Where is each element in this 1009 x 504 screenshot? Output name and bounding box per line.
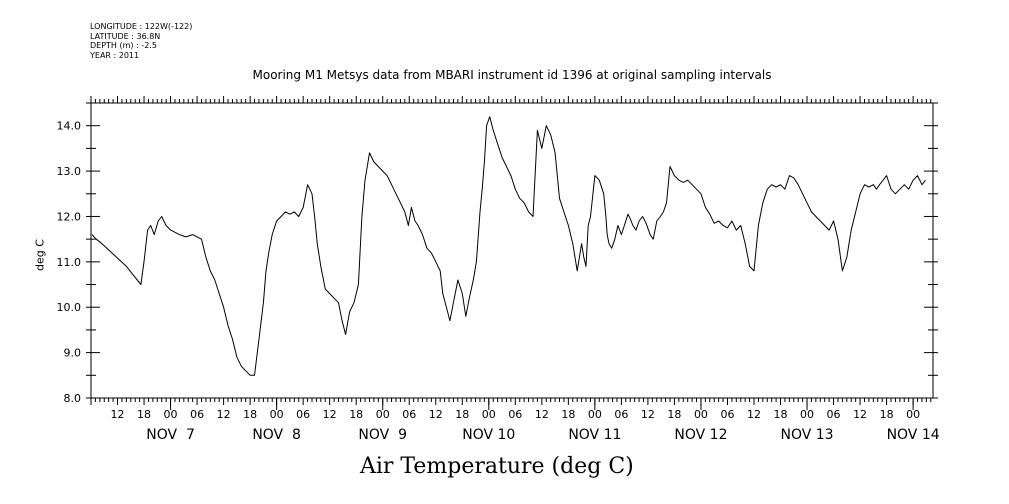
x-tick-label: 12	[429, 408, 443, 421]
x-day-label: NOV 12	[674, 427, 727, 443]
x-tick-label: 12	[747, 408, 761, 421]
x-day-label: NOV 11	[568, 427, 621, 443]
metadata-latitude: LATITUDE : 36.8N	[90, 31, 161, 41]
x-day-label: NOV 8	[252, 427, 301, 443]
x-tick-label: 12	[111, 408, 125, 421]
y-tick-label: 10.0	[57, 301, 82, 314]
x-tick-label: 00	[588, 408, 602, 421]
x-tick-label: 18	[774, 408, 788, 421]
x-tick-label: 06	[296, 408, 310, 421]
x-tick-label: 06	[190, 408, 204, 421]
x-tick-label: 18	[455, 408, 469, 421]
x-tick-label: 12	[535, 408, 549, 421]
y-tick-label: 9.0	[64, 347, 82, 360]
y-tick-label: 8.0	[64, 392, 82, 405]
x-tick-label: 00	[376, 408, 390, 421]
x-tick-label: 12	[641, 408, 655, 421]
x-tick-label: 18	[137, 408, 151, 421]
x-tick-label: 06	[827, 408, 841, 421]
x-tick-label: 06	[402, 408, 416, 421]
metadata-block: LONGITUDE : 122W(-122) LATITUDE : 36.8N …	[90, 22, 290, 60]
x-tick-label: 18	[880, 408, 894, 421]
x-tick-label: 06	[720, 408, 734, 421]
y-tick-label: 12.0	[57, 210, 82, 223]
metadata-depth: DEPTH (m) : -2.5	[90, 41, 157, 50]
y-tick-label: 14.0	[57, 120, 82, 133]
x-tick-label: 06	[508, 408, 522, 421]
y-tick-label: 13.0	[57, 165, 82, 178]
x-tick-label: 00	[694, 408, 708, 421]
x-tick-label: 12	[323, 408, 337, 421]
x-day-label: NOV 9	[358, 427, 407, 443]
x-tick-label: 00	[906, 408, 920, 421]
x-day-label: NOV 14	[887, 427, 940, 443]
x-tick-label: 12	[217, 408, 231, 421]
x-tick-label: 18	[243, 408, 257, 421]
x-tick-label: 18	[667, 408, 681, 421]
x-day-label: NOV 13	[780, 427, 833, 443]
metadata-year: YEAR : 2011	[90, 50, 140, 60]
x-tick-label: 18	[561, 408, 575, 421]
chart-title: Mooring M1 Metsys data from MBARI instru…	[252, 68, 772, 82]
plot-frame	[90, 102, 934, 399]
x-axis-title: Air Temperature (deg C)	[360, 454, 634, 479]
x-day-label: NOV 10	[462, 427, 515, 443]
x-day-label: NOV 7	[146, 427, 195, 443]
y-tick-label: 11.0	[57, 256, 82, 269]
x-tick-label: 00	[800, 408, 814, 421]
x-tick-label: 00	[164, 408, 178, 421]
x-tick-label: 00	[482, 408, 496, 421]
series-line-0	[91, 116, 926, 376]
metadata-longitude: LONGITUDE : 122W(-122)	[90, 22, 193, 31]
x-tick-label: 12	[853, 408, 867, 421]
x-tick-label: 00	[270, 408, 284, 421]
x-tick-label: 18	[349, 408, 363, 421]
x-tick-label: 06	[614, 408, 628, 421]
